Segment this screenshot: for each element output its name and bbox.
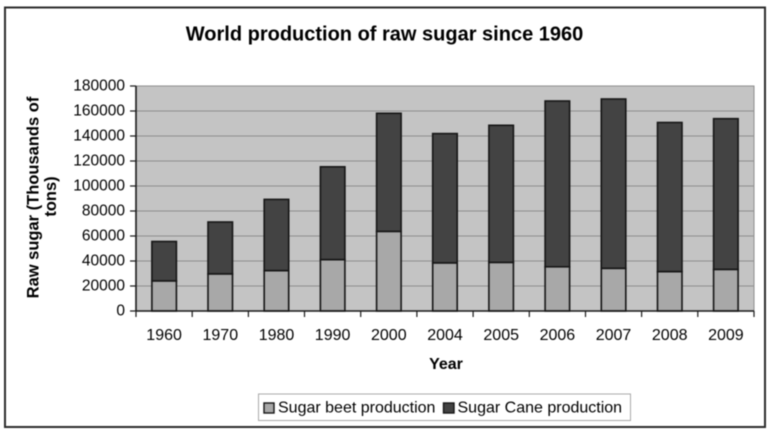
- svg-text:2005: 2005: [483, 327, 519, 344]
- svg-text:80000: 80000: [82, 203, 125, 220]
- svg-text:0: 0: [116, 303, 125, 320]
- svg-text:Sugar Cane production: Sugar Cane production: [458, 400, 623, 417]
- svg-text:World production of raw sugar: World production of raw sugar since 1960: [186, 24, 584, 46]
- svg-text:2006: 2006: [540, 327, 576, 344]
- svg-text:40000: 40000: [82, 253, 125, 270]
- svg-text:Raw sugar (Thousands of: Raw sugar (Thousands of: [25, 96, 43, 298]
- svg-text:20000: 20000: [82, 278, 125, 295]
- svg-text:120000: 120000: [73, 153, 125, 170]
- svg-text:1970: 1970: [203, 327, 239, 344]
- svg-text:1990: 1990: [315, 327, 351, 344]
- svg-text:Sugar beet production: Sugar beet production: [278, 400, 435, 417]
- svg-text:180000: 180000: [73, 78, 125, 95]
- svg-text:2009: 2009: [708, 327, 744, 344]
- svg-text:1960: 1960: [146, 327, 182, 344]
- svg-text:140000: 140000: [73, 128, 125, 145]
- svg-text:2004: 2004: [427, 327, 463, 344]
- svg-text:1980: 1980: [259, 327, 295, 344]
- svg-text:2000: 2000: [371, 327, 407, 344]
- svg-text:tons): tons): [42, 176, 60, 216]
- svg-text:2008: 2008: [652, 327, 688, 344]
- svg-text:2007: 2007: [596, 327, 632, 344]
- svg-text:60000: 60000: [82, 228, 125, 245]
- svg-text:160000: 160000: [73, 103, 125, 120]
- svg-text:Year: Year: [429, 356, 463, 373]
- svg-text:100000: 100000: [73, 178, 125, 195]
